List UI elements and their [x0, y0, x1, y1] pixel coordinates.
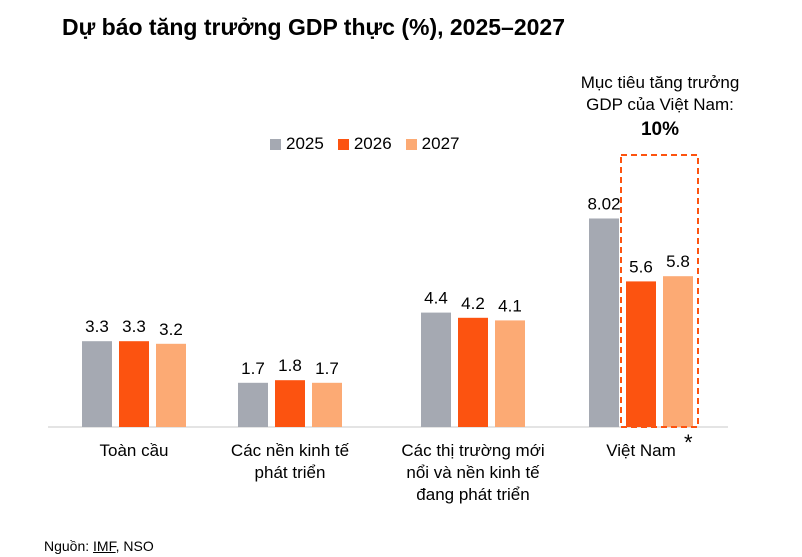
data-label-vietnam-2027: 5.8: [666, 252, 690, 271]
category-line: đang phát triển: [416, 485, 530, 504]
bar-emerging-2025: [421, 312, 451, 427]
bar-vietnam-2026: [626, 281, 656, 427]
target-value: 10%: [640, 119, 680, 140]
category-label-vietnam: Việt Nam: [556, 440, 726, 462]
data-label-emerging-2027: 4.1: [498, 296, 522, 315]
legend-label-2027: 2027: [421, 134, 460, 153]
bar-advanced-2027: [312, 382, 342, 427]
bar-vietnam-2027: [663, 276, 693, 427]
category-label-global: Toàn cầu: [49, 440, 219, 462]
bar-advanced-2026: [275, 380, 305, 427]
category-line: Việt Nam: [606, 441, 676, 460]
category-label-emerging: Các thị trường mới nổi và nền kinh tế đa…: [388, 440, 558, 506]
vietnam-asterisk: *: [684, 430, 693, 455]
bar-emerging-2027: [495, 320, 525, 427]
legend-item-2025: 2025: [270, 134, 324, 154]
bar-global-2025: [82, 341, 112, 427]
category-line: nổi và nền kinh tế: [406, 463, 540, 482]
legend: 2025 2026 2027: [270, 134, 459, 154]
category-line: phát triển: [254, 463, 326, 482]
bar-global-2026: [119, 341, 149, 427]
data-label-advanced-2025: 1.7: [241, 359, 265, 378]
category-label-advanced: Các nền kinh tế phát triển: [205, 440, 375, 484]
data-label-emerging-2025: 4.4: [424, 289, 448, 308]
data-label-emerging-2026: 4.2: [461, 294, 485, 313]
data-label-vietnam-2026: 5.6: [629, 257, 653, 276]
data-label-global-2026: 3.3: [122, 317, 146, 336]
source-prefix: Nguồn:: [44, 538, 94, 554]
bar-emerging-2026: [458, 317, 488, 427]
data-label-vietnam-2025: 8.02: [587, 194, 620, 213]
data-label-global-2027: 3.2: [159, 320, 183, 339]
source-link-imf[interactable]: IMF: [93, 538, 116, 554]
source-note: Nguồn: IMF, NSO: [44, 538, 154, 554]
target-line-2: GDP của Việt Nam:: [586, 95, 734, 114]
chart-title: Dự báo tăng trưởng GDP thực (%), 2025–20…: [62, 14, 566, 40]
legend-label-2025: 2025: [286, 134, 324, 153]
bar-advanced-2025: [238, 382, 268, 427]
legend-swatch-2026: [337, 138, 349, 150]
target-highlight-box: [620, 154, 699, 428]
target-annotation: Mục tiêu tăng trưởng GDP của Việt Nam: 1…: [560, 72, 760, 141]
legend-swatch-2025: [270, 138, 281, 150]
category-line: Toàn cầu: [99, 441, 169, 460]
data-label-advanced-2026: 1.8: [278, 356, 302, 375]
category-line: Các thị trường mới: [401, 441, 545, 460]
bar-vietnam-2025: [589, 218, 619, 427]
legend-item-2026: 2026: [337, 134, 392, 154]
category-line: Các nền kinh tế: [230, 441, 350, 460]
legend-label-2026: 2026: [353, 134, 392, 153]
data-label-global-2025: 3.3: [85, 317, 109, 336]
source-rest: , NSO: [115, 538, 154, 554]
legend-swatch-2027: [405, 138, 417, 150]
data-label-advanced-2027: 1.7: [315, 359, 339, 378]
legend-item-2027: 2027: [405, 134, 460, 154]
bar-global-2027: [156, 343, 186, 427]
target-line-1: Mục tiêu tăng trưởng: [580, 73, 740, 92]
